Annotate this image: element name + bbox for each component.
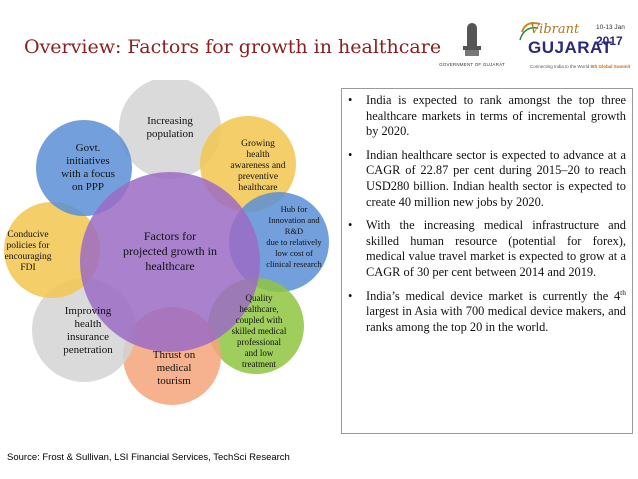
petal-label-conducive-policies-for: Conducive policies for encouraging FDI <box>5 230 52 273</box>
brand-name: GUJARAT <box>528 38 613 57</box>
brand-script: Vibrant <box>530 22 580 37</box>
bullet-item: Indian healthcare sector is expected to … <box>346 148 626 210</box>
petal-label-hub-for-innovation: Hub for Innovation and R&D due to relativel… <box>266 204 322 269</box>
vibrant-gujarat-logo: Vibrant GUJARAT 10-13 Jan 2017 Connectin… <box>516 18 634 80</box>
lion-capital-icon <box>463 23 481 56</box>
center-label: Factors for projected growth in healthcare <box>123 229 217 273</box>
emblem-caption: GOVERNMENT OF GUJARAT <box>439 62 505 67</box>
petal-label-improving-health-insurance: Improving health insurance penetration <box>63 305 113 356</box>
petal-growing-health-awareness <box>200 116 296 212</box>
page-title: Overview: Factors for growth in healthca… <box>24 36 442 58</box>
event-dates: 10-13 Jan <box>596 24 625 31</box>
petal-conducive-policies-for <box>4 202 100 298</box>
petal-increasing-population <box>119 80 221 179</box>
key-facts-panel: India is expected to rank amongst the to… <box>341 88 633 434</box>
petal-label-govt-initiatives-with: Govt. initiatives with a focus on PPP <box>61 142 115 193</box>
growth-factors-diagram: Factors for projected growth in healthcare… <box>4 80 329 405</box>
government-emblem-logo: GOVERNMENT OF GUJARAT <box>428 22 516 76</box>
vibrant-gujarat-swoosh-icon <box>519 22 541 41</box>
source-note: Source: Frost & Sullivan, LSI Financial … <box>7 452 290 463</box>
event-tagline: Connecting India to the World 8th Global… <box>530 64 631 69</box>
petal-label-increasing-population: Increasing population <box>146 115 194 140</box>
petal-label-thrust-on-medical: Thrust on medical tourism <box>153 349 196 387</box>
petal-govt-initiatives-with <box>36 120 132 216</box>
petal-label-quality-healthcare-coupled: Quality healthcare, coupled with skilled me… <box>232 293 287 369</box>
petal-label-growing-health-awareness: Growing health awareness and preventive heal… <box>230 139 285 193</box>
bullet-item: With the increasing medical infrastructu… <box>346 218 626 280</box>
bullet-item: India’s medical device market is current… <box>346 288 626 336</box>
event-year: 2017 <box>596 34 623 48</box>
bullet-item: India is expected to rank amongst the to… <box>346 93 626 140</box>
center-circle <box>80 172 260 352</box>
